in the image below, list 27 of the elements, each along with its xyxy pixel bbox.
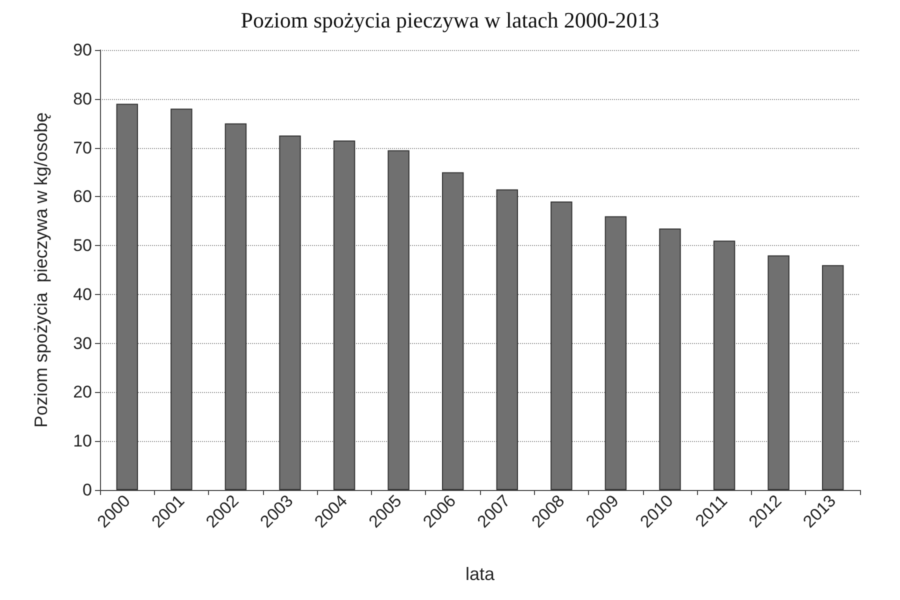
chart-title: Poziom spożycia pieczywa w latach 2000-2013 [240, 8, 660, 32]
x-axis-title: lata [465, 564, 496, 584]
y-tick-label: 0 [82, 480, 92, 500]
y-tick-label: 50 [73, 236, 92, 256]
bar [442, 172, 464, 490]
y-tick-label: 80 [73, 89, 92, 108]
bar [496, 189, 518, 490]
y-axis-title: Poziom spożycia pieczywa w kg/osobę [31, 112, 51, 428]
bar [550, 202, 572, 490]
y-tick-label: 90 [73, 40, 92, 60]
y-tick-label: 30 [73, 334, 92, 353]
bar [659, 228, 681, 490]
bar [604, 216, 627, 490]
y-tick-label: 40 [73, 284, 92, 304]
bar [333, 140, 356, 490]
bar [224, 123, 247, 490]
bar [713, 240, 736, 490]
bar [822, 265, 844, 490]
y-tick-label: 60 [73, 187, 92, 206]
bar [279, 136, 301, 490]
bar [116, 104, 138, 490]
bar [170, 108, 192, 490]
y-tick-label: 70 [73, 138, 92, 158]
y-tick-label: 10 [73, 432, 92, 451]
y-tick-label: 20 [73, 382, 92, 402]
bar [768, 255, 790, 490]
bar [388, 150, 410, 490]
